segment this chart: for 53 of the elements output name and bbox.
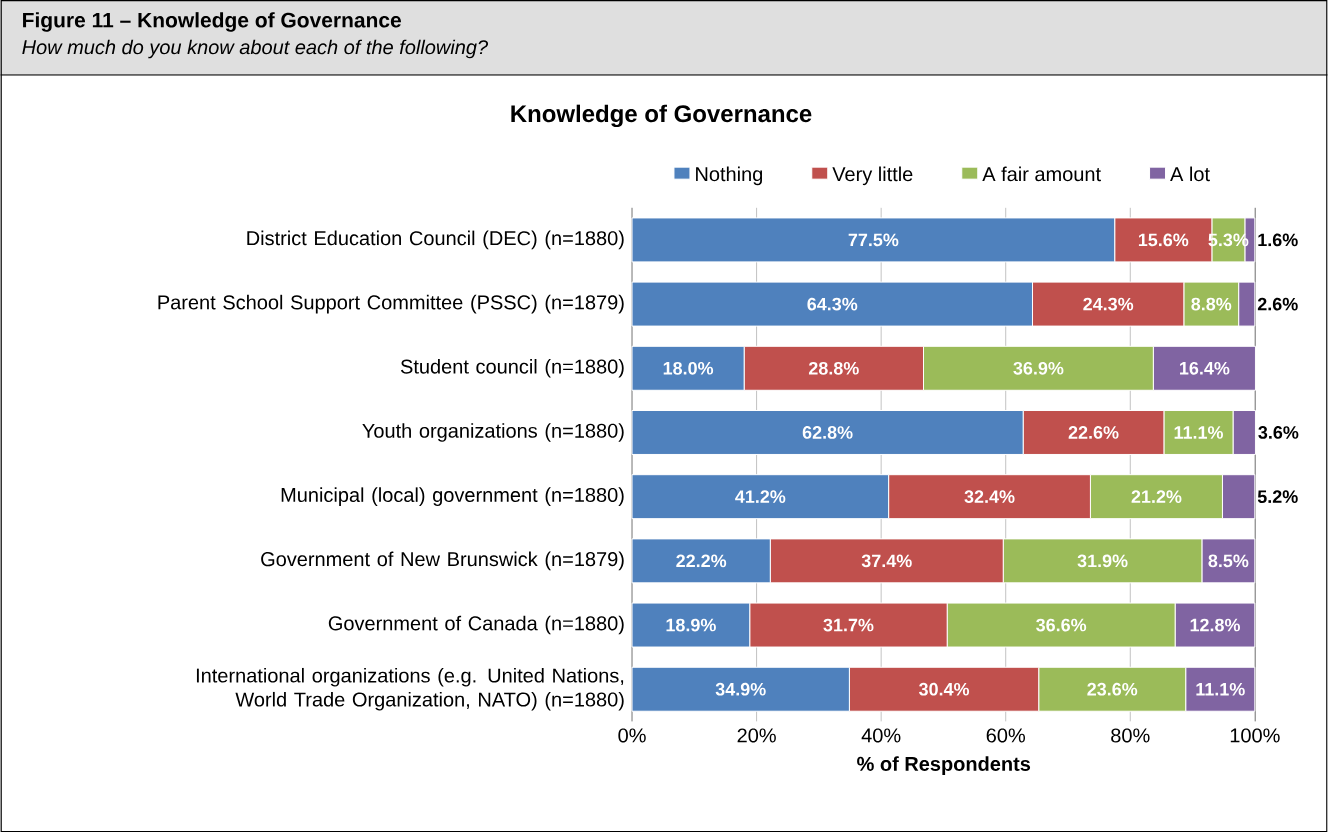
data-label: 21.2% <box>1131 490 1182 503</box>
y-tick-label: Student council (n=1880) <box>400 358 624 378</box>
data-label: 5.2% <box>1257 490 1298 503</box>
data-label: 24.3% <box>1083 297 1134 311</box>
y-tick-label: Youth organizations (n=1880) <box>362 423 624 442</box>
legend-label: Very little <box>832 166 913 186</box>
x-tick-label: 80% <box>1111 728 1150 743</box>
data-label: 22.2% <box>676 554 727 568</box>
x-tick-label: 100% <box>1230 728 1280 743</box>
data-label: 8.8% <box>1191 297 1232 311</box>
data-label: 8.5% <box>1208 554 1249 568</box>
text: How much do you know about each of the following? <box>22 39 489 59</box>
data-label: 32.4% <box>964 490 1015 503</box>
data-label: 62.8% <box>802 425 853 439</box>
caption: Figure 11 – Knowledge of Governance <box>23 12 401 32</box>
data-label: 31.9% <box>1077 554 1128 568</box>
x-axis-title: % of Respondents <box>857 756 1031 775</box>
data-label: 15.6% <box>1138 233 1189 247</box>
data-label: 1.6% <box>1258 233 1298 247</box>
x-tick-label: 60% <box>986 728 1026 743</box>
y-tick-label: District Education Council (DEC) (n=1880) <box>247 230 624 250</box>
data-label: 36.6% <box>1036 618 1087 632</box>
data-label: 37.4% <box>861 554 912 568</box>
data-label: 64.3% <box>807 297 858 311</box>
data-label: 18.9% <box>666 618 716 632</box>
data-label: 11.1% <box>1196 682 1245 696</box>
data-label: 30.4% <box>918 682 970 696</box>
data-label: 12.8% <box>1190 618 1240 632</box>
x-tick-label: 20% <box>737 728 776 743</box>
data-label: 41.2% <box>735 490 786 503</box>
data-label: 77.5% <box>848 233 899 247</box>
legend-label: A fair amount <box>982 166 1101 182</box>
data-label: 16.4% <box>1180 361 1230 375</box>
data-label: 34.9% <box>715 682 766 696</box>
y-tick-label: Government of Canada (n=1880) <box>328 615 624 635</box>
data-label: 3.6% <box>1258 425 1299 439</box>
data-label: 36.9% <box>1013 361 1064 375</box>
legend-label: Nothing <box>696 166 763 186</box>
data-label: 23.6% <box>1087 682 1138 696</box>
y-tick-label: Parent School Support Committee (PSSC) (n=1879) <box>158 294 624 314</box>
data-label: 11.1% <box>1174 426 1223 439</box>
chart-title: Knowledge of Governance <box>511 104 812 127</box>
data-label: 22.6% <box>1068 425 1119 439</box>
legend-label: A lot <box>1170 166 1210 182</box>
data-label: 2.6% <box>1257 297 1298 311</box>
data-label: 28.8% <box>808 361 859 375</box>
data-label: 31.7% <box>823 618 874 632</box>
x-tick-label: 40% <box>861 728 901 743</box>
y-tick-label: International organizations (e.g. United Nations, World Trade Organization, NATO) (n=1880) <box>196 667 624 711</box>
x-tick-label: 0% <box>618 728 646 743</box>
y-tick-label: Municipal (local) government (n=1880) <box>281 487 624 506</box>
y-tick-label: Government of New Brunswick (n=1879) <box>261 551 624 571</box>
data-label: 18.0% <box>663 361 714 375</box>
